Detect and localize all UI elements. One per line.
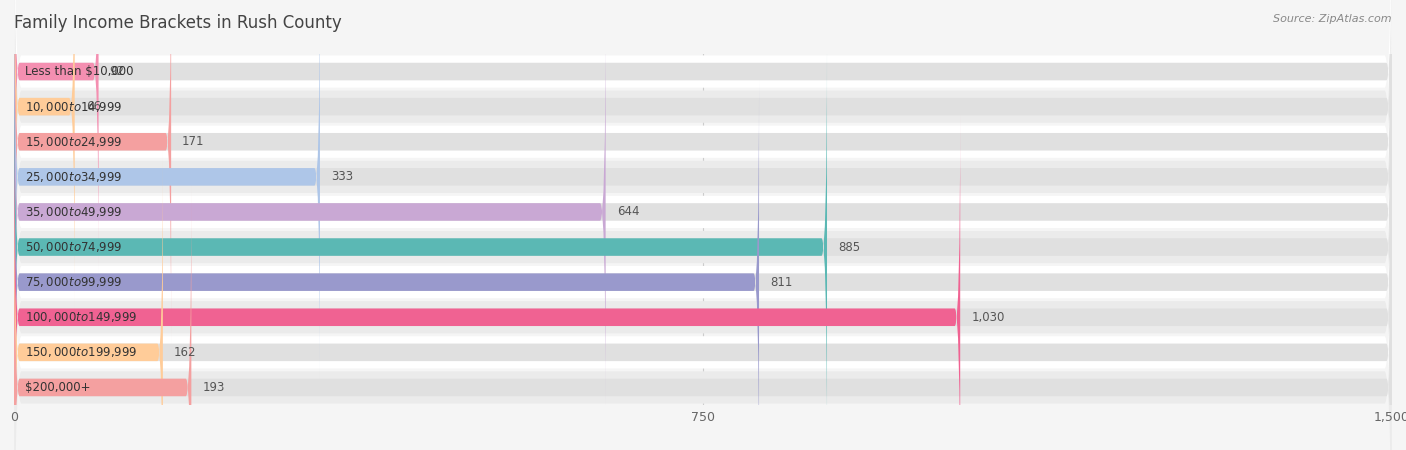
FancyBboxPatch shape xyxy=(14,185,191,450)
FancyBboxPatch shape xyxy=(14,0,75,309)
FancyBboxPatch shape xyxy=(14,0,1392,371)
FancyBboxPatch shape xyxy=(14,0,1392,379)
FancyBboxPatch shape xyxy=(14,123,1392,450)
FancyBboxPatch shape xyxy=(14,185,1392,450)
FancyBboxPatch shape xyxy=(14,116,1392,450)
FancyBboxPatch shape xyxy=(14,10,606,414)
FancyBboxPatch shape xyxy=(14,0,1392,309)
FancyBboxPatch shape xyxy=(14,10,1392,414)
Text: $35,000 to $49,999: $35,000 to $49,999 xyxy=(25,205,122,219)
FancyBboxPatch shape xyxy=(14,80,759,450)
Text: 1,030: 1,030 xyxy=(972,311,1005,324)
Text: 333: 333 xyxy=(330,171,353,183)
FancyBboxPatch shape xyxy=(14,0,321,379)
Text: $75,000 to $99,999: $75,000 to $99,999 xyxy=(25,275,122,289)
FancyBboxPatch shape xyxy=(14,80,1392,450)
Text: 193: 193 xyxy=(202,381,225,394)
FancyBboxPatch shape xyxy=(14,0,98,273)
Text: Family Income Brackets in Rush County: Family Income Brackets in Rush County xyxy=(14,14,342,32)
Text: $50,000 to $74,999: $50,000 to $74,999 xyxy=(25,240,122,254)
Text: 885: 885 xyxy=(838,241,860,253)
Text: 162: 162 xyxy=(174,346,197,359)
Text: 171: 171 xyxy=(183,135,205,148)
FancyBboxPatch shape xyxy=(14,0,1392,450)
Text: $15,000 to $24,999: $15,000 to $24,999 xyxy=(25,135,122,149)
FancyBboxPatch shape xyxy=(14,0,1392,344)
Text: $25,000 to $34,999: $25,000 to $34,999 xyxy=(25,170,122,184)
Text: 811: 811 xyxy=(770,276,793,288)
FancyBboxPatch shape xyxy=(14,0,1392,336)
FancyBboxPatch shape xyxy=(14,45,827,449)
FancyBboxPatch shape xyxy=(14,0,172,344)
FancyBboxPatch shape xyxy=(14,116,960,450)
Text: $100,000 to $149,999: $100,000 to $149,999 xyxy=(25,310,138,324)
FancyBboxPatch shape xyxy=(14,0,1392,273)
FancyBboxPatch shape xyxy=(14,0,1392,406)
Text: $10,000 to $14,999: $10,000 to $14,999 xyxy=(25,99,122,114)
Text: 66: 66 xyxy=(86,100,101,113)
FancyBboxPatch shape xyxy=(14,45,1392,449)
FancyBboxPatch shape xyxy=(14,150,163,450)
Text: $150,000 to $199,999: $150,000 to $199,999 xyxy=(25,345,138,360)
FancyBboxPatch shape xyxy=(14,0,1392,441)
Text: Source: ZipAtlas.com: Source: ZipAtlas.com xyxy=(1274,14,1392,23)
Text: 644: 644 xyxy=(617,206,640,218)
Text: Less than $10,000: Less than $10,000 xyxy=(25,65,134,78)
FancyBboxPatch shape xyxy=(14,150,1392,450)
Text: $200,000+: $200,000+ xyxy=(25,381,90,394)
FancyBboxPatch shape xyxy=(14,18,1392,450)
Text: 92: 92 xyxy=(110,65,125,78)
FancyBboxPatch shape xyxy=(14,0,1392,450)
FancyBboxPatch shape xyxy=(14,88,1392,450)
FancyBboxPatch shape xyxy=(14,53,1392,450)
